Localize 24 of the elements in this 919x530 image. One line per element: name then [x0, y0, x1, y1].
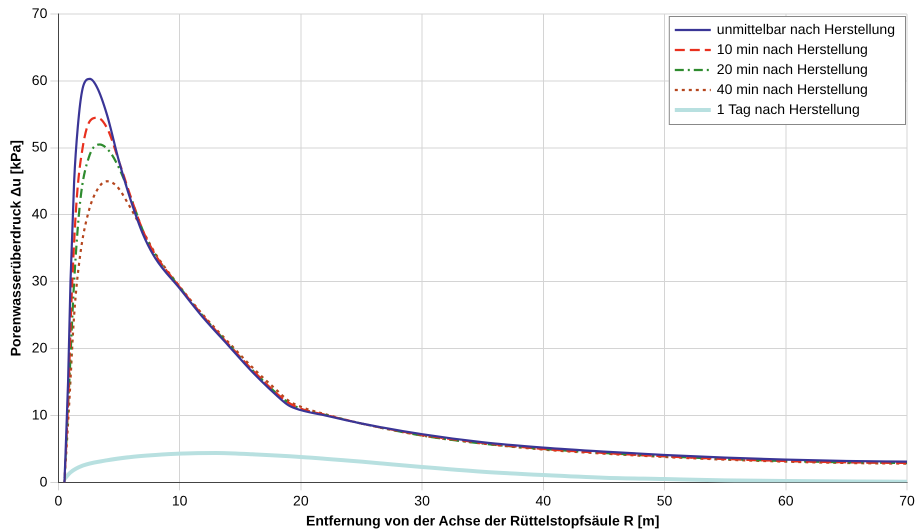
legend-label: 40 min nach Herstellung [716, 80, 868, 97]
x-tick-label: 20 [293, 492, 309, 509]
y-axis-title: Porenwasserüberdruck Δu [kPa] [7, 140, 24, 356]
x-axis-title: Entfernung von der Achse der Rüttelstopfsäule R [m] [306, 512, 660, 528]
y-tick-label: 10 [32, 406, 48, 422]
x-tick-label: 60 [778, 492, 794, 509]
x-tick-label: 10 [172, 492, 188, 509]
line-series [62, 450, 907, 482]
legend-label: 10 min nach Herstellung [716, 40, 868, 57]
legend-label: 20 min nach Herstellung [716, 60, 868, 77]
x-tick-label: 30 [414, 492, 430, 509]
y-tick-label: 60 [32, 72, 48, 88]
x-tick-label: 0 [54, 492, 62, 509]
y-tick-label: 20 [32, 339, 48, 356]
y-tick-label: 50 [32, 138, 48, 155]
x-tick-label: 70 [899, 492, 915, 509]
x-tick-label: 40 [536, 492, 552, 509]
y-tick-label: 70 [32, 4, 48, 21]
y-tick-label: 30 [32, 272, 48, 289]
legend-label: unmittelbar nach Herstellung [716, 20, 896, 37]
y-tick-label: 40 [32, 206, 48, 222]
y-tick-label: 0 [40, 473, 48, 490]
x-tick-label: 50 [656, 492, 673, 509]
legend-label: 1 Tag nach Herstellung [716, 100, 860, 117]
